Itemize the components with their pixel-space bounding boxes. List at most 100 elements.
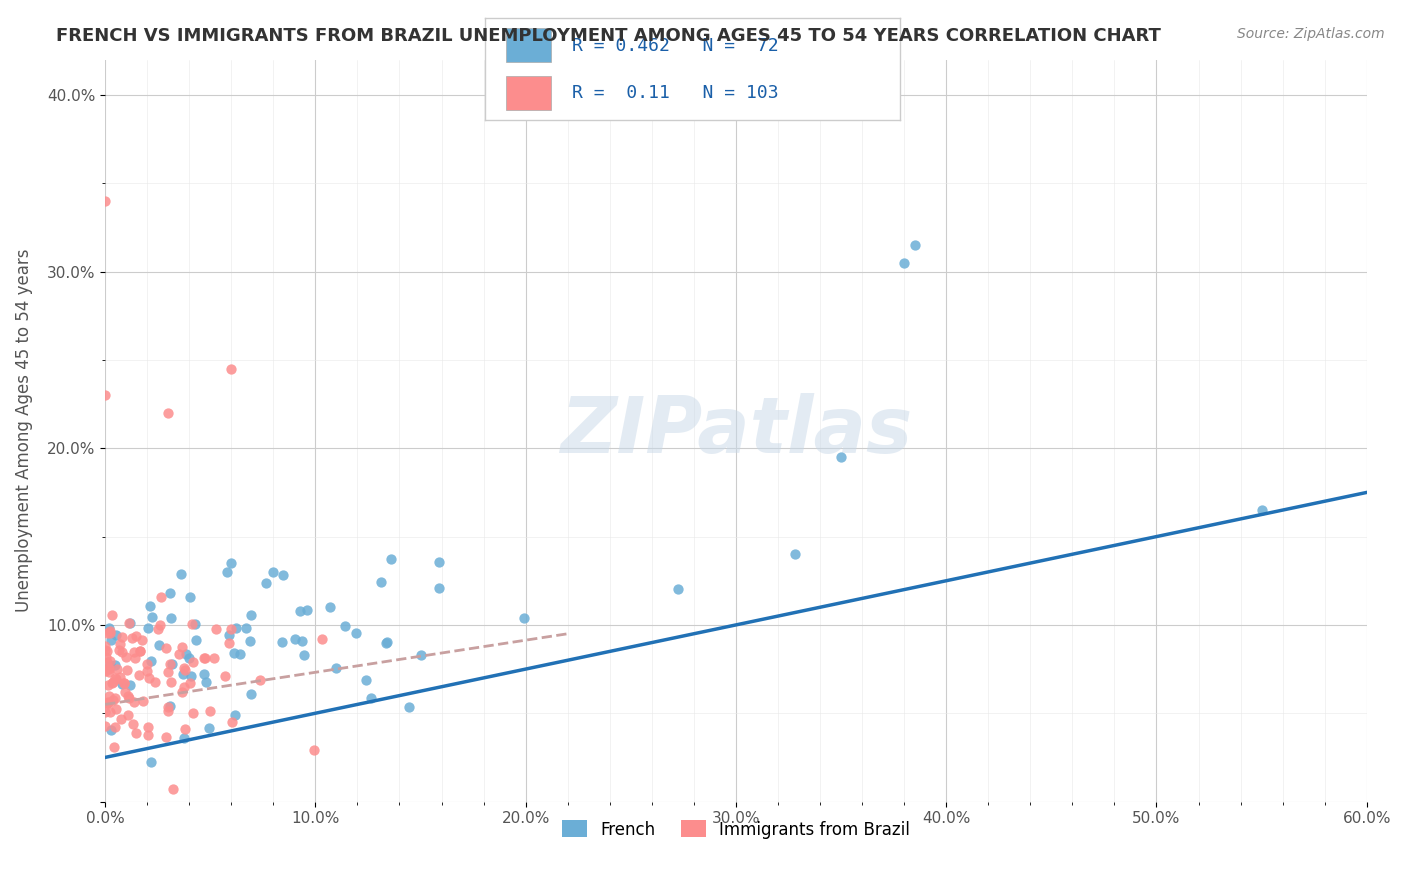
Point	[170, 566, 193, 581]
Point	[173, 680, 195, 694]
Point	[173, 731, 195, 746]
Point	[121, 631, 143, 645]
Point	[221, 715, 243, 730]
Point	[103, 674, 125, 689]
Text: FRENCH VS IMMIGRANTS FROM BRAZIL UNEMPLOYMENT AMONG AGES 45 TO 54 YEARS CORRELAT: FRENCH VS IMMIGRANTS FROM BRAZIL UNEMPLO…	[56, 27, 1161, 45]
Point	[893, 256, 915, 270]
Point	[360, 690, 382, 705]
Point	[146, 622, 169, 636]
Point	[136, 720, 159, 734]
Point	[254, 575, 277, 590]
Point	[180, 669, 202, 683]
Point	[96, 644, 118, 658]
Point	[136, 621, 159, 635]
Point	[215, 566, 238, 580]
Point	[159, 585, 181, 599]
Point	[100, 676, 122, 690]
Point	[318, 599, 340, 614]
Point	[96, 625, 118, 640]
Point	[262, 565, 284, 579]
Point	[271, 635, 294, 649]
Point	[101, 693, 124, 707]
Point	[193, 650, 215, 665]
Text: R = 0.462   N =  72: R = 0.462 N = 72	[572, 37, 779, 54]
Point	[181, 655, 204, 669]
Point	[141, 756, 163, 770]
Point	[143, 675, 166, 690]
Point	[380, 552, 402, 566]
Point	[172, 666, 194, 681]
Point	[160, 610, 183, 624]
Point	[370, 575, 392, 590]
Point	[292, 648, 315, 662]
Point	[104, 657, 127, 672]
Point	[180, 616, 202, 631]
Point	[103, 740, 125, 755]
Point	[94, 664, 117, 678]
Point	[97, 677, 120, 691]
Text: Source: ZipAtlas.com: Source: ZipAtlas.com	[1237, 27, 1385, 41]
Point	[177, 650, 200, 665]
Point	[122, 695, 145, 709]
Point	[240, 608, 263, 623]
Point	[1250, 503, 1272, 517]
Point	[150, 590, 173, 604]
Point	[141, 610, 163, 624]
Point	[225, 621, 247, 635]
Text: R =  0.11   N = 103: R = 0.11 N = 103	[572, 84, 779, 102]
Point	[179, 590, 201, 604]
Point	[155, 731, 177, 745]
Point	[218, 628, 240, 642]
Point	[108, 670, 131, 684]
Point	[159, 657, 181, 671]
Point	[284, 632, 307, 646]
Point	[156, 704, 179, 718]
Point	[94, 719, 117, 733]
Point	[97, 661, 120, 675]
Point	[356, 673, 378, 687]
Point	[117, 708, 139, 723]
Text: ZIPatlas: ZIPatlas	[560, 392, 912, 468]
Point	[104, 720, 127, 734]
Point	[155, 640, 177, 655]
Point	[375, 636, 398, 650]
Point	[98, 665, 121, 680]
Point	[94, 642, 117, 657]
Point	[104, 671, 127, 685]
Point	[120, 616, 142, 631]
Point	[136, 665, 159, 679]
Point	[105, 702, 128, 716]
Point	[830, 450, 852, 464]
Point	[112, 676, 135, 690]
Point	[117, 689, 139, 703]
Point	[97, 695, 120, 709]
Point	[198, 721, 221, 735]
Point	[94, 650, 117, 665]
Point	[111, 630, 134, 644]
Point	[666, 582, 689, 597]
Point	[111, 677, 134, 691]
Point	[98, 705, 121, 719]
Point	[291, 634, 314, 648]
Point	[112, 675, 135, 690]
Point	[409, 648, 432, 662]
Point	[108, 637, 131, 651]
Point	[125, 629, 148, 643]
Point	[184, 632, 207, 647]
Point	[427, 581, 450, 595]
Point	[311, 632, 333, 647]
Point	[104, 627, 127, 641]
Point	[160, 674, 183, 689]
Point	[302, 743, 325, 757]
Point	[214, 669, 236, 683]
Y-axis label: Unemployment Among Ages 45 to 54 years: Unemployment Among Ages 45 to 54 years	[15, 249, 32, 612]
Point	[114, 684, 136, 698]
Point	[513, 611, 536, 625]
Point	[183, 617, 205, 632]
Point	[136, 657, 159, 671]
Point	[162, 782, 184, 797]
Point	[235, 622, 257, 636]
Point	[202, 651, 225, 665]
Point	[219, 556, 242, 570]
Point	[173, 661, 195, 675]
